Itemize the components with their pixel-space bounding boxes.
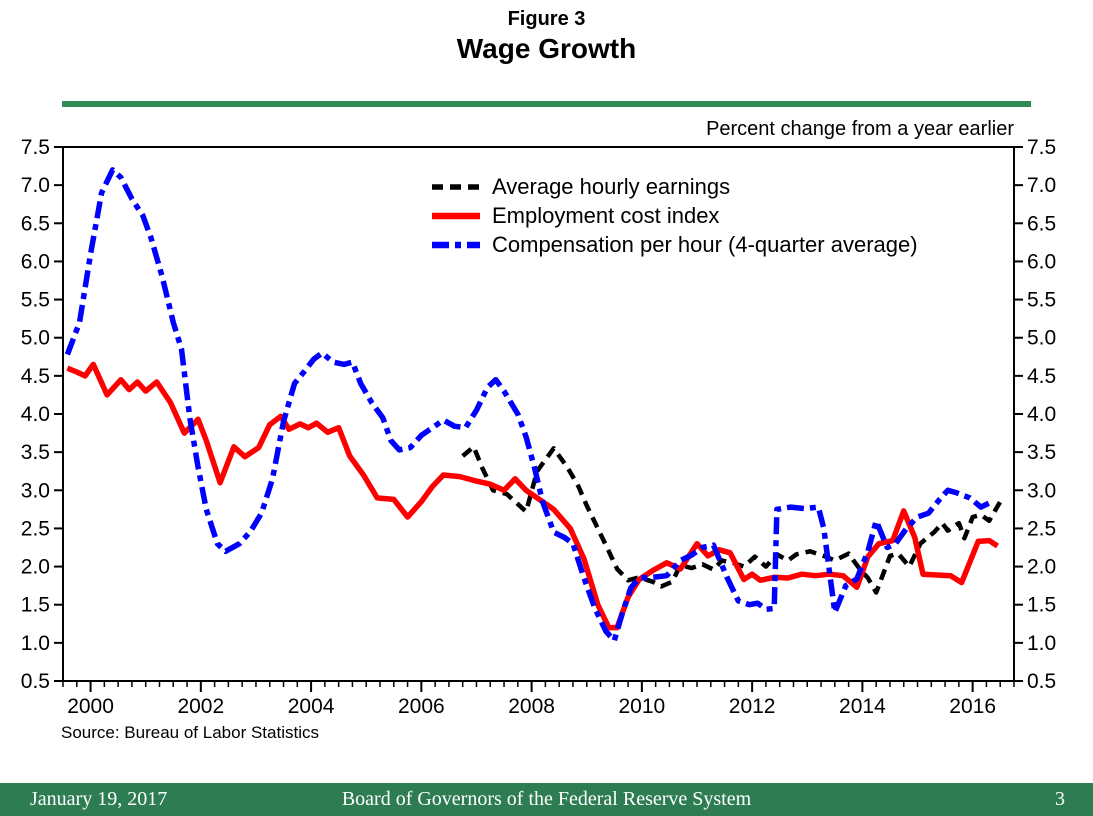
svg-text:4.5: 4.5 xyxy=(21,365,50,388)
footer-page-number: 3 xyxy=(1055,788,1065,810)
svg-text:2010: 2010 xyxy=(619,695,666,718)
svg-text:2012: 2012 xyxy=(729,695,776,718)
svg-text:5.0: 5.0 xyxy=(1027,327,1056,350)
chart-legend: Average hourly earnings Employment cost … xyxy=(432,172,918,259)
footer-bar: January 19, 2017 Board of Governors of t… xyxy=(0,783,1093,816)
svg-text:2002: 2002 xyxy=(177,695,224,718)
svg-text:1.0: 1.0 xyxy=(21,632,50,655)
svg-text:5.5: 5.5 xyxy=(21,289,50,312)
dashed-line-swatch xyxy=(432,183,480,190)
svg-text:2016: 2016 xyxy=(949,695,996,718)
svg-text:2014: 2014 xyxy=(839,695,886,718)
svg-text:2.5: 2.5 xyxy=(21,517,50,540)
legend-item-employment-cost-index: Employment cost index xyxy=(432,201,918,230)
dashdot-line-swatch xyxy=(432,241,480,248)
svg-text:2.0: 2.0 xyxy=(21,556,50,579)
figure-label: Figure 3 xyxy=(507,8,586,30)
source-note: Source: Bureau of Labor Statistics xyxy=(61,723,319,742)
legend-label: Employment cost index xyxy=(492,202,720,228)
svg-text:2.0: 2.0 xyxy=(1027,556,1056,579)
svg-text:3.5: 3.5 xyxy=(21,441,50,464)
svg-text:1.5: 1.5 xyxy=(21,594,50,617)
page-title: Wage Growth xyxy=(456,33,637,64)
solid-line-swatch xyxy=(432,212,480,219)
legend-item-compensation-per-hour: Compensation per hour (4-quarter average… xyxy=(432,230,918,259)
svg-text:4.5: 4.5 xyxy=(1027,365,1056,388)
svg-text:7.5: 7.5 xyxy=(21,136,50,159)
legend-item-average-hourly-earnings: Average hourly earnings xyxy=(432,172,918,201)
svg-text:4.0: 4.0 xyxy=(1027,403,1056,426)
svg-text:6.0: 6.0 xyxy=(21,250,50,273)
svg-text:2004: 2004 xyxy=(288,695,335,718)
svg-text:2000: 2000 xyxy=(67,695,114,718)
svg-text:0.5: 0.5 xyxy=(21,670,50,693)
green-divider xyxy=(62,101,1031,107)
svg-text:6.0: 6.0 xyxy=(1027,250,1056,273)
chart-units-label: Percent change from a year earlier xyxy=(706,118,1014,140)
svg-text:7.0: 7.0 xyxy=(1027,174,1056,197)
svg-text:2008: 2008 xyxy=(508,695,555,718)
svg-text:7.0: 7.0 xyxy=(21,174,50,197)
svg-text:2006: 2006 xyxy=(398,695,445,718)
svg-text:4.0: 4.0 xyxy=(21,403,50,426)
legend-label: Average hourly earnings xyxy=(492,173,731,199)
title-block: Figure 3 Wage Growth xyxy=(0,6,1093,66)
svg-text:3.0: 3.0 xyxy=(21,479,50,502)
legend-label: Compensation per hour (4-quarter average… xyxy=(492,231,918,257)
svg-text:0.5: 0.5 xyxy=(1027,670,1056,693)
svg-text:5.0: 5.0 xyxy=(21,327,50,350)
svg-text:3.5: 3.5 xyxy=(1027,441,1056,464)
svg-text:6.5: 6.5 xyxy=(21,212,50,235)
svg-text:1.0: 1.0 xyxy=(1027,632,1056,655)
svg-text:7.5: 7.5 xyxy=(1027,136,1056,159)
footer-org: Board of Governors of the Federal Reserv… xyxy=(341,788,752,810)
footer-date: January 19, 2017 xyxy=(30,788,168,810)
svg-text:1.5: 1.5 xyxy=(1027,594,1056,617)
svg-text:3.0: 3.0 xyxy=(1027,479,1056,502)
svg-text:6.5: 6.5 xyxy=(1027,212,1056,235)
svg-text:5.5: 5.5 xyxy=(1027,289,1056,312)
svg-text:2.5: 2.5 xyxy=(1027,517,1056,540)
